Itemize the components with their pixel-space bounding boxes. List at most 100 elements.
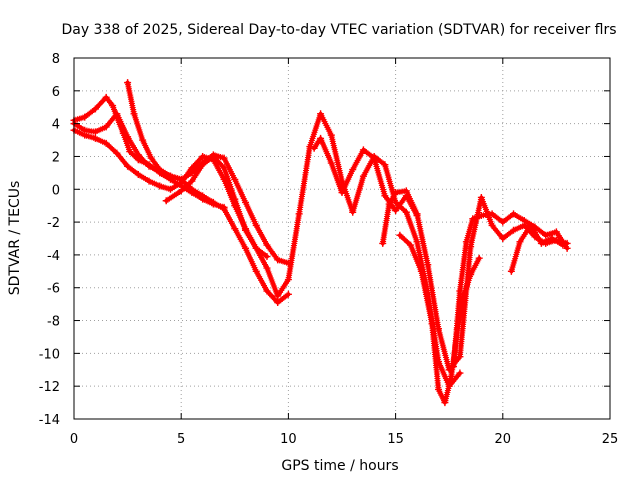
data-point bbox=[428, 320, 436, 328]
data-point bbox=[295, 210, 303, 218]
data-point bbox=[359, 146, 367, 154]
data-point bbox=[520, 216, 528, 224]
x-axis-label: GPS time / hours bbox=[281, 458, 398, 474]
data-point bbox=[310, 144, 318, 152]
x-tick-label: 0 bbox=[70, 432, 78, 447]
data-point bbox=[456, 287, 464, 295]
x-tick-label: 15 bbox=[387, 432, 404, 447]
data-point bbox=[199, 152, 207, 160]
data-point bbox=[242, 198, 250, 206]
data-point bbox=[209, 200, 217, 208]
data-point bbox=[274, 298, 282, 306]
data-point bbox=[379, 239, 387, 247]
data-point bbox=[130, 110, 138, 118]
series-track-6 bbox=[310, 134, 421, 220]
data-point bbox=[441, 399, 449, 407]
y-tick-label: -8 bbox=[47, 315, 60, 330]
data-point bbox=[119, 129, 127, 137]
data-point bbox=[81, 113, 89, 121]
y-tick-label: -12 bbox=[39, 380, 60, 395]
y-tick-label: 4 bbox=[52, 118, 60, 133]
data-point bbox=[510, 226, 518, 234]
y-tick-label: 6 bbox=[52, 85, 60, 100]
data-point bbox=[102, 93, 110, 101]
data-point bbox=[188, 169, 196, 177]
y-axis-label: SDTVAR / TECUs bbox=[7, 181, 23, 296]
data-point bbox=[317, 134, 325, 142]
data-point bbox=[359, 172, 367, 180]
x-tick-label: 10 bbox=[280, 432, 297, 447]
data-point bbox=[91, 128, 99, 136]
data-point bbox=[499, 218, 507, 226]
data-point bbox=[317, 110, 325, 118]
data-point bbox=[424, 261, 432, 269]
data-point bbox=[220, 154, 228, 162]
data-point bbox=[338, 189, 346, 197]
data-point bbox=[242, 244, 250, 252]
data-point bbox=[177, 187, 185, 195]
data-point bbox=[456, 369, 464, 377]
data-point bbox=[209, 152, 217, 160]
data-point bbox=[417, 267, 425, 275]
data-point bbox=[199, 161, 207, 169]
data-point bbox=[396, 231, 404, 239]
x-tick-label: 20 bbox=[495, 432, 512, 447]
data-point bbox=[91, 105, 99, 113]
data-point bbox=[402, 208, 410, 216]
data-point bbox=[102, 123, 110, 131]
data-point bbox=[113, 113, 121, 121]
data-point bbox=[252, 267, 260, 275]
data-point bbox=[284, 259, 292, 267]
data-point bbox=[349, 208, 357, 216]
data-point bbox=[284, 290, 292, 298]
data-point bbox=[559, 241, 567, 249]
chart-title: Day 338 of 2025, Sidereal Day-to-day VTE… bbox=[61, 22, 616, 38]
data-point bbox=[156, 166, 164, 174]
data-point bbox=[449, 362, 457, 370]
data-point bbox=[327, 159, 335, 167]
y-tick-label: 0 bbox=[52, 183, 60, 198]
data-point bbox=[166, 172, 174, 180]
y-tick-label: -4 bbox=[47, 249, 60, 264]
data-point bbox=[263, 253, 271, 261]
data-point bbox=[381, 161, 389, 169]
data-point bbox=[552, 228, 560, 236]
data-point bbox=[263, 241, 271, 249]
data-point bbox=[447, 372, 455, 380]
y-tick-label: -14 bbox=[39, 413, 60, 428]
data-point bbox=[199, 195, 207, 203]
data-point bbox=[370, 154, 378, 162]
data-point bbox=[462, 238, 470, 246]
data-point bbox=[477, 193, 485, 201]
data-point bbox=[91, 134, 99, 142]
data-point bbox=[392, 198, 400, 206]
data-point bbox=[456, 353, 464, 361]
x-tick-label: 5 bbox=[177, 432, 185, 447]
grid bbox=[74, 58, 610, 419]
data-point bbox=[188, 177, 196, 185]
data-point bbox=[188, 189, 196, 197]
data-point bbox=[460, 290, 468, 298]
axis-ticks: 0 5 10 15 20 25 -14 -12 -10 -8 -6 -4 -2 0 2 4 6 8 bbox=[39, 52, 619, 447]
data-point bbox=[510, 210, 518, 218]
data-point bbox=[475, 254, 483, 262]
data-point bbox=[499, 235, 507, 242]
data-point bbox=[488, 221, 496, 229]
data-point bbox=[231, 175, 239, 183]
data-point bbox=[242, 226, 250, 234]
data-point bbox=[124, 162, 132, 170]
data-point bbox=[306, 143, 314, 151]
data-point bbox=[252, 244, 260, 252]
data-point bbox=[274, 292, 282, 300]
plot-area bbox=[70, 79, 571, 407]
data-point bbox=[145, 177, 153, 185]
data-point bbox=[139, 136, 147, 144]
y-tick-label: -10 bbox=[39, 347, 60, 362]
data-point bbox=[516, 238, 524, 246]
data-point bbox=[113, 149, 121, 157]
data-point bbox=[109, 102, 117, 110]
series-track-4 bbox=[124, 79, 292, 267]
y-tick-label: -6 bbox=[47, 282, 60, 297]
data-point bbox=[407, 241, 415, 249]
series-track-3 bbox=[70, 93, 228, 211]
